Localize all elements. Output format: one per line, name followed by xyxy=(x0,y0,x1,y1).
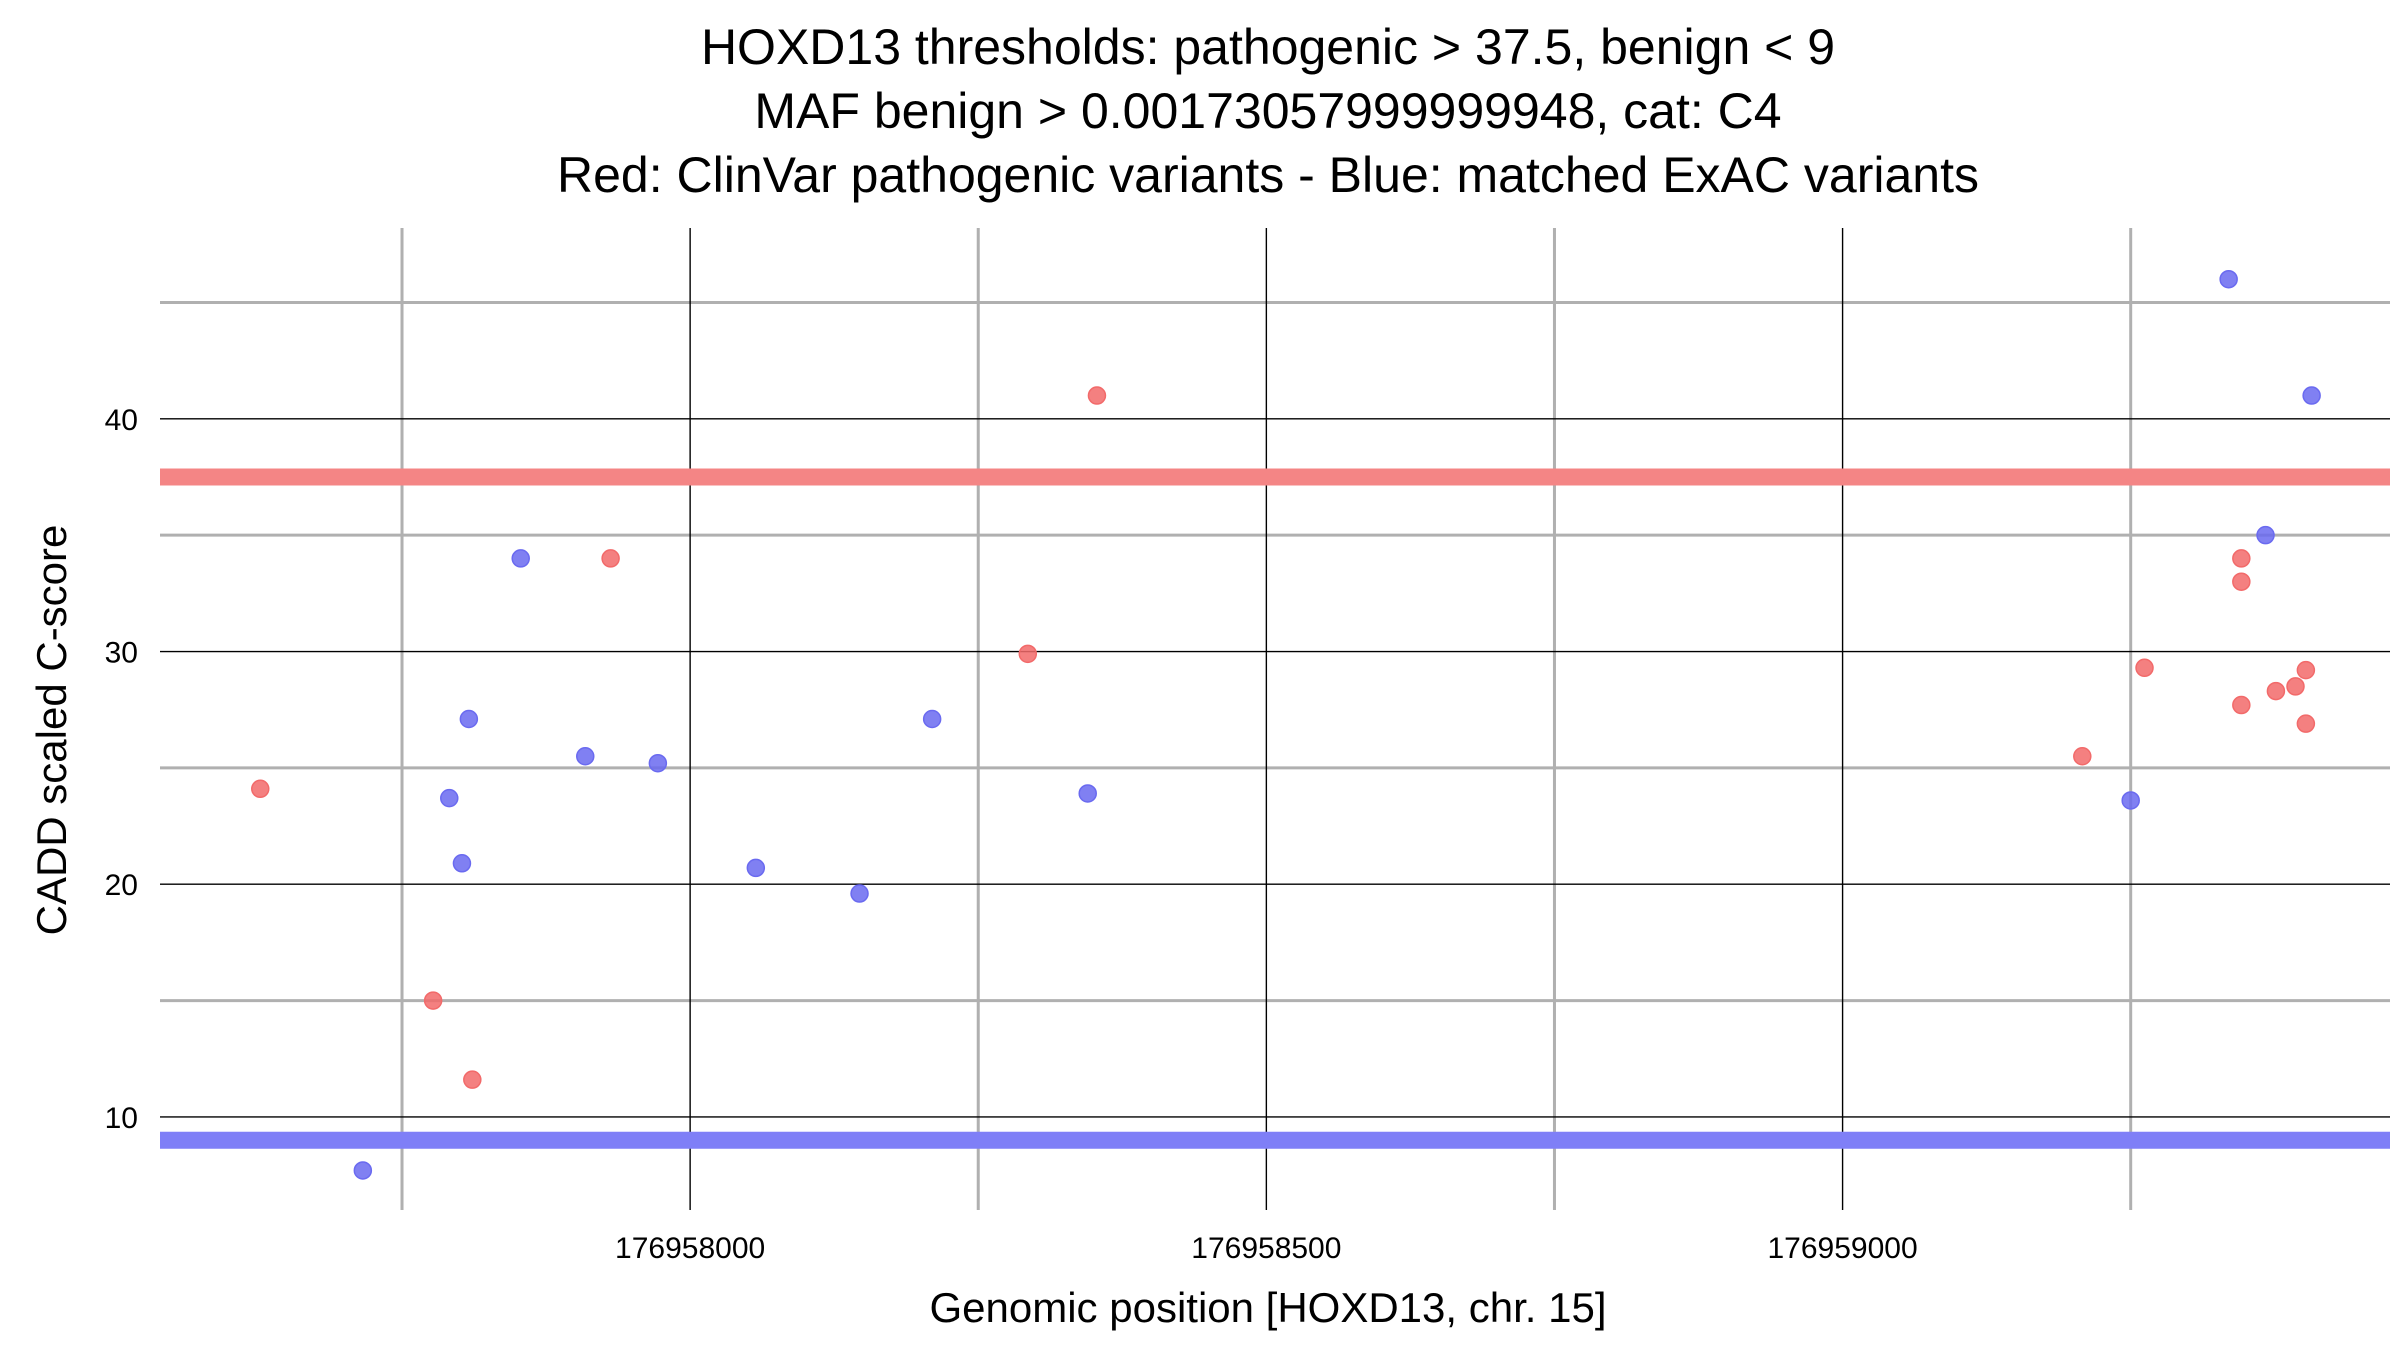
point-clinvar-pathogenic xyxy=(251,779,270,799)
point-clinvar-pathogenic xyxy=(463,1070,482,1089)
point-clinvar-pathogenic xyxy=(2296,660,2316,680)
y-tick-label: 40 xyxy=(105,404,138,437)
point-exac-matched xyxy=(353,1161,373,1180)
chart-title-line-1: HOXD13 thresholds: pathogenic > 37.5, be… xyxy=(701,19,1835,75)
x-axis-label: Genomic position [HOXD13, chr. 15] xyxy=(930,1284,1607,1331)
chart-title-line-3: Red: ClinVar pathogenic variants - Blue:… xyxy=(557,147,1979,203)
point-exac-matched xyxy=(459,709,479,729)
point-exac-matched xyxy=(922,709,942,729)
point-clinvar-pathogenic xyxy=(2266,681,2286,701)
grid-major xyxy=(160,228,2390,1210)
point-clinvar-pathogenic xyxy=(2296,714,2316,733)
point-exac-matched xyxy=(648,753,668,773)
y-axis-ticks: 10 20 30 40 xyxy=(105,404,138,1135)
point-clinvar-pathogenic xyxy=(423,991,443,1010)
point-exac-matched xyxy=(511,549,530,568)
point-clinvar-pathogenic xyxy=(2286,677,2305,696)
y-tick-label: 10 xyxy=(105,1102,138,1135)
point-exac-matched xyxy=(1078,784,1097,803)
point-exac-matched xyxy=(576,746,595,766)
y-axis-label: CADD scaled C-score xyxy=(28,525,75,936)
point-exac-matched xyxy=(440,788,459,808)
point-clinvar-pathogenic xyxy=(601,549,620,568)
x-tick-label: 176958000 xyxy=(615,1232,765,1265)
point-exac-matched xyxy=(746,858,766,878)
data-points xyxy=(251,269,2321,1180)
x-tick-label: 176959000 xyxy=(1767,1232,1917,1265)
threshold-lines xyxy=(160,468,2390,1149)
grid-minor xyxy=(160,228,2390,1210)
point-exac-matched xyxy=(2302,386,2321,405)
x-axis-ticks: 176958000 176958500 176959000 xyxy=(615,1232,1918,1265)
y-tick-label: 30 xyxy=(105,637,138,670)
point-clinvar-pathogenic xyxy=(1087,386,1107,405)
x-tick-label: 176958500 xyxy=(1191,1232,1341,1265)
point-exac-matched xyxy=(850,884,869,903)
point-clinvar-pathogenic xyxy=(2135,658,2154,678)
point-clinvar-pathogenic xyxy=(2232,695,2251,715)
chart-title-line-2: MAF benign > 0.00173057999999948, cat: C… xyxy=(754,83,1781,139)
point-clinvar-pathogenic xyxy=(1018,644,1038,664)
chart-title: HOXD13 thresholds: pathogenic > 37.5, be… xyxy=(557,19,1979,203)
point-exac-matched xyxy=(452,854,472,873)
point-clinvar-pathogenic xyxy=(2232,549,2251,568)
point-exac-matched xyxy=(2121,791,2140,810)
y-tick-label: 20 xyxy=(105,869,138,902)
point-exac-matched xyxy=(2256,525,2275,545)
point-clinvar-pathogenic xyxy=(2073,746,2092,766)
point-exac-matched xyxy=(2219,269,2238,289)
point-clinvar-pathogenic xyxy=(2232,572,2251,591)
